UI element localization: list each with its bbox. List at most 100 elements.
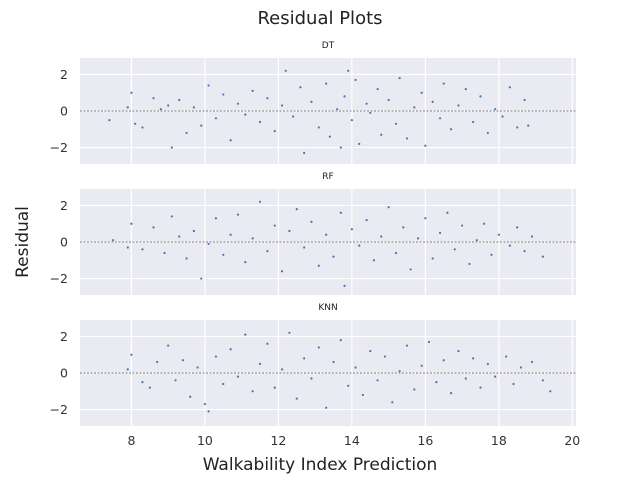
dt-residual-point	[284, 69, 287, 72]
dt-residual-point	[449, 128, 453, 131]
rf-residual-point	[244, 261, 247, 264]
dt-residual-point	[170, 146, 173, 149]
rf-residual-point	[214, 217, 218, 220]
dt-residual-point	[350, 119, 353, 122]
knn-residual-point	[383, 355, 387, 358]
dt-residual-point	[200, 124, 203, 127]
rf-residual-point	[372, 259, 376, 262]
knn-residual-point	[405, 344, 409, 347]
knn-residual-point	[347, 384, 350, 387]
dt-residual-point	[317, 126, 320, 129]
knn-residual-point	[457, 349, 460, 353]
rf-residual-point	[508, 244, 511, 247]
dt-residual-point	[108, 119, 111, 122]
knn-title: KNN	[318, 303, 337, 313]
knn-residual-point	[251, 390, 254, 393]
knn-residual-point	[196, 366, 199, 369]
rf-residual-point	[266, 250, 269, 253]
dt-residual-point	[376, 87, 379, 91]
dt-residual-point	[523, 98, 526, 102]
knn-residual-point	[266, 342, 269, 345]
rf-residual-point	[516, 226, 519, 229]
knn-residual-point	[167, 344, 170, 347]
knn-residual-point	[288, 331, 291, 334]
dt-residual-point	[130, 91, 133, 94]
dt-residual-point	[236, 102, 240, 105]
rf-residual-point	[185, 257, 188, 260]
dt-y-tick-label: 0	[60, 104, 68, 119]
rf-residual-point	[200, 277, 203, 280]
dt-residual-point	[380, 133, 383, 136]
knn-residual-point	[332, 360, 335, 364]
rf-residual-point	[380, 235, 383, 238]
dt-residual-point	[413, 106, 416, 109]
dt-residual-point	[192, 106, 195, 109]
dt-title: DT	[322, 41, 335, 51]
rf-residual-point	[332, 255, 335, 258]
dt-residual-point	[501, 115, 504, 118]
knn-residual-point	[222, 382, 225, 386]
rf-residual-point	[207, 242, 210, 245]
rf-residual-point	[387, 206, 390, 209]
rf-residual-point	[325, 233, 328, 236]
knn-residual-point	[207, 410, 210, 413]
rf-residual-point	[523, 250, 526, 253]
rf-residual-point	[530, 235, 534, 238]
knn-residual-point	[449, 392, 453, 395]
rf-y-tick-label: 0	[60, 235, 68, 250]
dt-residual-point	[291, 115, 295, 118]
dt-residual-point	[398, 77, 401, 80]
dt-y-tick-label: 2	[60, 67, 68, 82]
knn-residual-point	[369, 349, 372, 353]
rf-residual-point	[288, 229, 291, 233]
rf-residual-point	[178, 235, 181, 238]
knn-y-tick-label: −2	[50, 402, 68, 417]
rf-residual-point	[541, 255, 545, 258]
dt-residual-point	[387, 98, 390, 102]
rf-residual-point	[358, 244, 361, 247]
rf-residual-point	[192, 229, 195, 233]
dt-residual-point	[365, 102, 368, 105]
dt-residual-point	[339, 146, 342, 149]
dt-residual-point	[431, 100, 434, 103]
rf-residual-point	[438, 231, 442, 234]
y-axis-label: Residual	[13, 206, 33, 278]
dt-residual-point	[214, 117, 218, 120]
rf-residual-point	[258, 200, 262, 203]
rf-residual-point	[339, 211, 342, 214]
dt-residual-point	[424, 144, 427, 147]
dt-residual-point	[508, 86, 511, 89]
knn-residual-point	[376, 379, 379, 382]
dt-residual-point	[472, 120, 475, 124]
knn-residual-point	[398, 370, 401, 373]
figure-title: Residual Plots	[257, 8, 382, 29]
dt-residual-point	[420, 91, 423, 94]
rf-residual-point	[303, 246, 306, 249]
knn-residual-point	[530, 360, 534, 364]
knn-residual-point	[354, 366, 357, 369]
rf-residual-point	[424, 217, 427, 220]
dt-residual-point	[207, 84, 210, 87]
rf-residual-point	[163, 251, 166, 255]
rf-residual-point	[365, 218, 368, 222]
knn-residual-point	[420, 364, 423, 367]
knn-residual-point	[244, 333, 247, 336]
knn-x-tick-label: 8	[127, 433, 135, 448]
dt-residual-point	[394, 122, 398, 125]
x-axis-label: Walkability Index Prediction	[203, 455, 438, 475]
dt-residual-point	[442, 82, 445, 85]
knn-residual-point	[541, 379, 545, 382]
dt-residual-point	[280, 104, 284, 107]
dt-residual-point	[134, 122, 137, 125]
dt-residual-point	[167, 104, 170, 107]
dt-residual-point	[358, 142, 361, 145]
rf-y-tick-label: 2	[60, 198, 68, 213]
dt-residual-point	[464, 87, 467, 91]
dt-residual-point	[258, 120, 262, 124]
knn-residual-point	[519, 366, 522, 369]
knn-x-tick-label: 14	[344, 433, 360, 448]
rf-residual-point	[446, 211, 449, 214]
dt-residual-point	[251, 89, 254, 92]
rf-y-tick-label: −2	[50, 271, 68, 286]
rf-subplot: RF −2 0 2	[50, 172, 576, 295]
